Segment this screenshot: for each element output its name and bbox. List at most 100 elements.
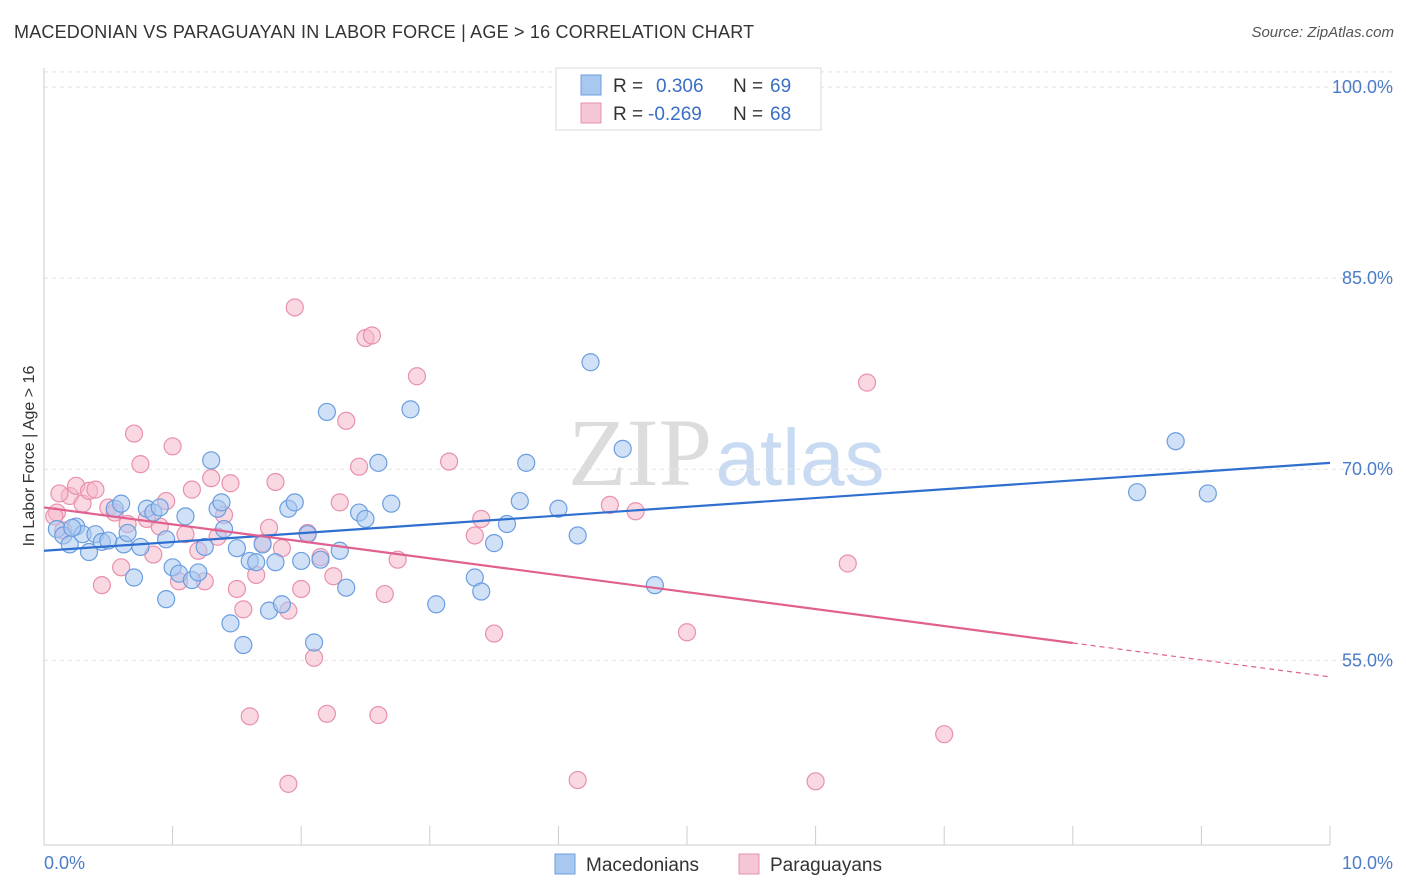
y-tick-labels: 55.0% 70.0% 85.0% 100.0% [1332,77,1393,670]
point-macedonians-14 [131,537,150,557]
chart-title: MACEDONIAN VS PARAGUAYAN IN LABOR FORCE … [14,22,755,42]
point-macedonians-66 [1166,432,1185,451]
x-tick-label-max: 10.0% [1342,853,1393,873]
point-macedonians-32 [234,635,253,655]
point-macedonians-30 [221,614,240,633]
bottom-legend-paraguayans: Paraguayans [770,855,882,876]
bottom-legend-swatch-blue [554,853,576,875]
point-macedonians-59 [517,453,536,472]
point-macedonians-37 [266,553,285,572]
point-macedonians-25 [195,537,214,557]
point-macedonians-65 [1127,483,1147,502]
point-paraguayans-43 [324,567,343,586]
point-paraguayans-45 [337,411,356,430]
point-paraguayans-63 [857,373,877,392]
point-macedonians-40 [285,493,304,512]
point-macedonians-29 [214,520,234,539]
watermark-atlas: atlas [716,413,885,502]
point-paraguayans-6 [86,480,105,499]
point-macedonians-58 [510,491,529,511]
point-paraguayans-57 [568,770,587,790]
point-macedonians-35 [253,535,272,554]
point-macedonians-64 [645,576,664,595]
point-macedonians-41 [292,551,311,571]
point-macedonians-18 [157,530,176,549]
point-paraguayans-40 [304,648,324,667]
point-macedonians-28 [212,493,231,512]
point-macedonians-49 [356,509,375,529]
point-paraguayans-21 [182,480,201,499]
point-macedonians-24 [189,563,208,582]
point-macedonians-31 [227,539,246,558]
point-paraguayans-10 [112,558,131,577]
point-paraguayans-60 [677,623,697,642]
trendline-paraguayans-extension [1072,642,1331,678]
point-macedonians-22 [176,507,195,526]
point-paraguayans-56 [485,624,504,643]
watermark-zip: ZIP [568,399,712,506]
point-paraguayans-37 [285,298,304,317]
watermark: ZIP atlas [568,399,884,506]
point-macedonians-38 [272,595,292,614]
y-tick-label-55: 55.0% [1342,650,1393,670]
point-macedonians-52 [401,400,420,419]
point-paraguayans-64 [935,725,954,744]
point-paraguayans-46 [349,457,369,476]
point-paraguayans-18 [163,437,182,456]
point-macedonians-56 [485,534,504,553]
point-macedonians-47 [337,578,356,597]
point-paraguayans-50 [375,584,394,604]
point-macedonians-13 [124,568,144,587]
point-macedonians-45 [317,402,337,422]
point-paraguayans-44 [330,493,349,512]
point-macedonians-34 [247,553,266,572]
point-macedonians-61 [568,526,587,545]
point-paraguayans-24 [202,469,221,488]
grid-layer [44,71,1393,661]
point-macedonians-10 [112,494,131,513]
point-macedonians-43 [304,633,324,652]
point-macedonians-51 [382,494,401,513]
legend-box: R = 0.306 N = 69 R = -0.269 N = 68 [555,67,822,131]
point-paraguayans-49 [369,705,388,725]
point-paraguayans-65 [279,774,298,793]
point-paraguayans-55 [472,509,491,529]
bottom-legend: Macedonians Paraguayans [554,853,882,876]
point-paraguayans-54 [465,526,484,545]
point-paraguayans-29 [234,600,253,619]
point-macedonians-68 [63,518,82,537]
point-macedonians-67 [1198,484,1217,503]
legend-n-value-1: 69 [770,76,791,97]
point-paraguayans-38 [292,579,311,599]
legend-r-value-1: 0.306 [656,76,704,97]
legend-r-label-1: R = [613,76,643,97]
y-tick-label-100: 100.0% [1332,77,1393,97]
point-macedonians-19 [157,590,176,609]
series-layer [45,298,1217,793]
y-tick-label-85: 85.0% [1342,268,1393,288]
legend-n-label-2: N = [733,104,763,125]
point-macedonians-62 [581,353,600,372]
point-macedonians-26 [202,451,221,470]
legend-swatch-pink [580,102,602,124]
point-paraguayans-34 [266,472,285,492]
point-macedonians-53 [427,595,446,614]
y-tick-label-70: 70.0% [1342,459,1393,479]
point-paraguayans-58 [600,495,619,515]
point-macedonians-55 [472,582,491,601]
point-paraguayans-61 [806,772,825,791]
point-paraguayans-30 [240,707,259,726]
point-paraguayans-42 [317,704,337,723]
source-text: Source: ZipAtlas.com [1251,24,1394,41]
trendline-paraguayans [43,506,1073,645]
point-paraguayans-52 [407,367,427,386]
point-paraguayans-12 [124,424,144,443]
x-ticks [43,826,1331,845]
point-paraguayans-48 [362,326,382,345]
point-paraguayans-53 [439,452,459,471]
point-paraguayans-7 [92,576,111,595]
legend-swatch-blue [580,74,602,96]
point-paraguayans-33 [259,518,279,537]
point-paraguayans-13 [131,455,150,474]
point-macedonians-63 [613,439,632,458]
